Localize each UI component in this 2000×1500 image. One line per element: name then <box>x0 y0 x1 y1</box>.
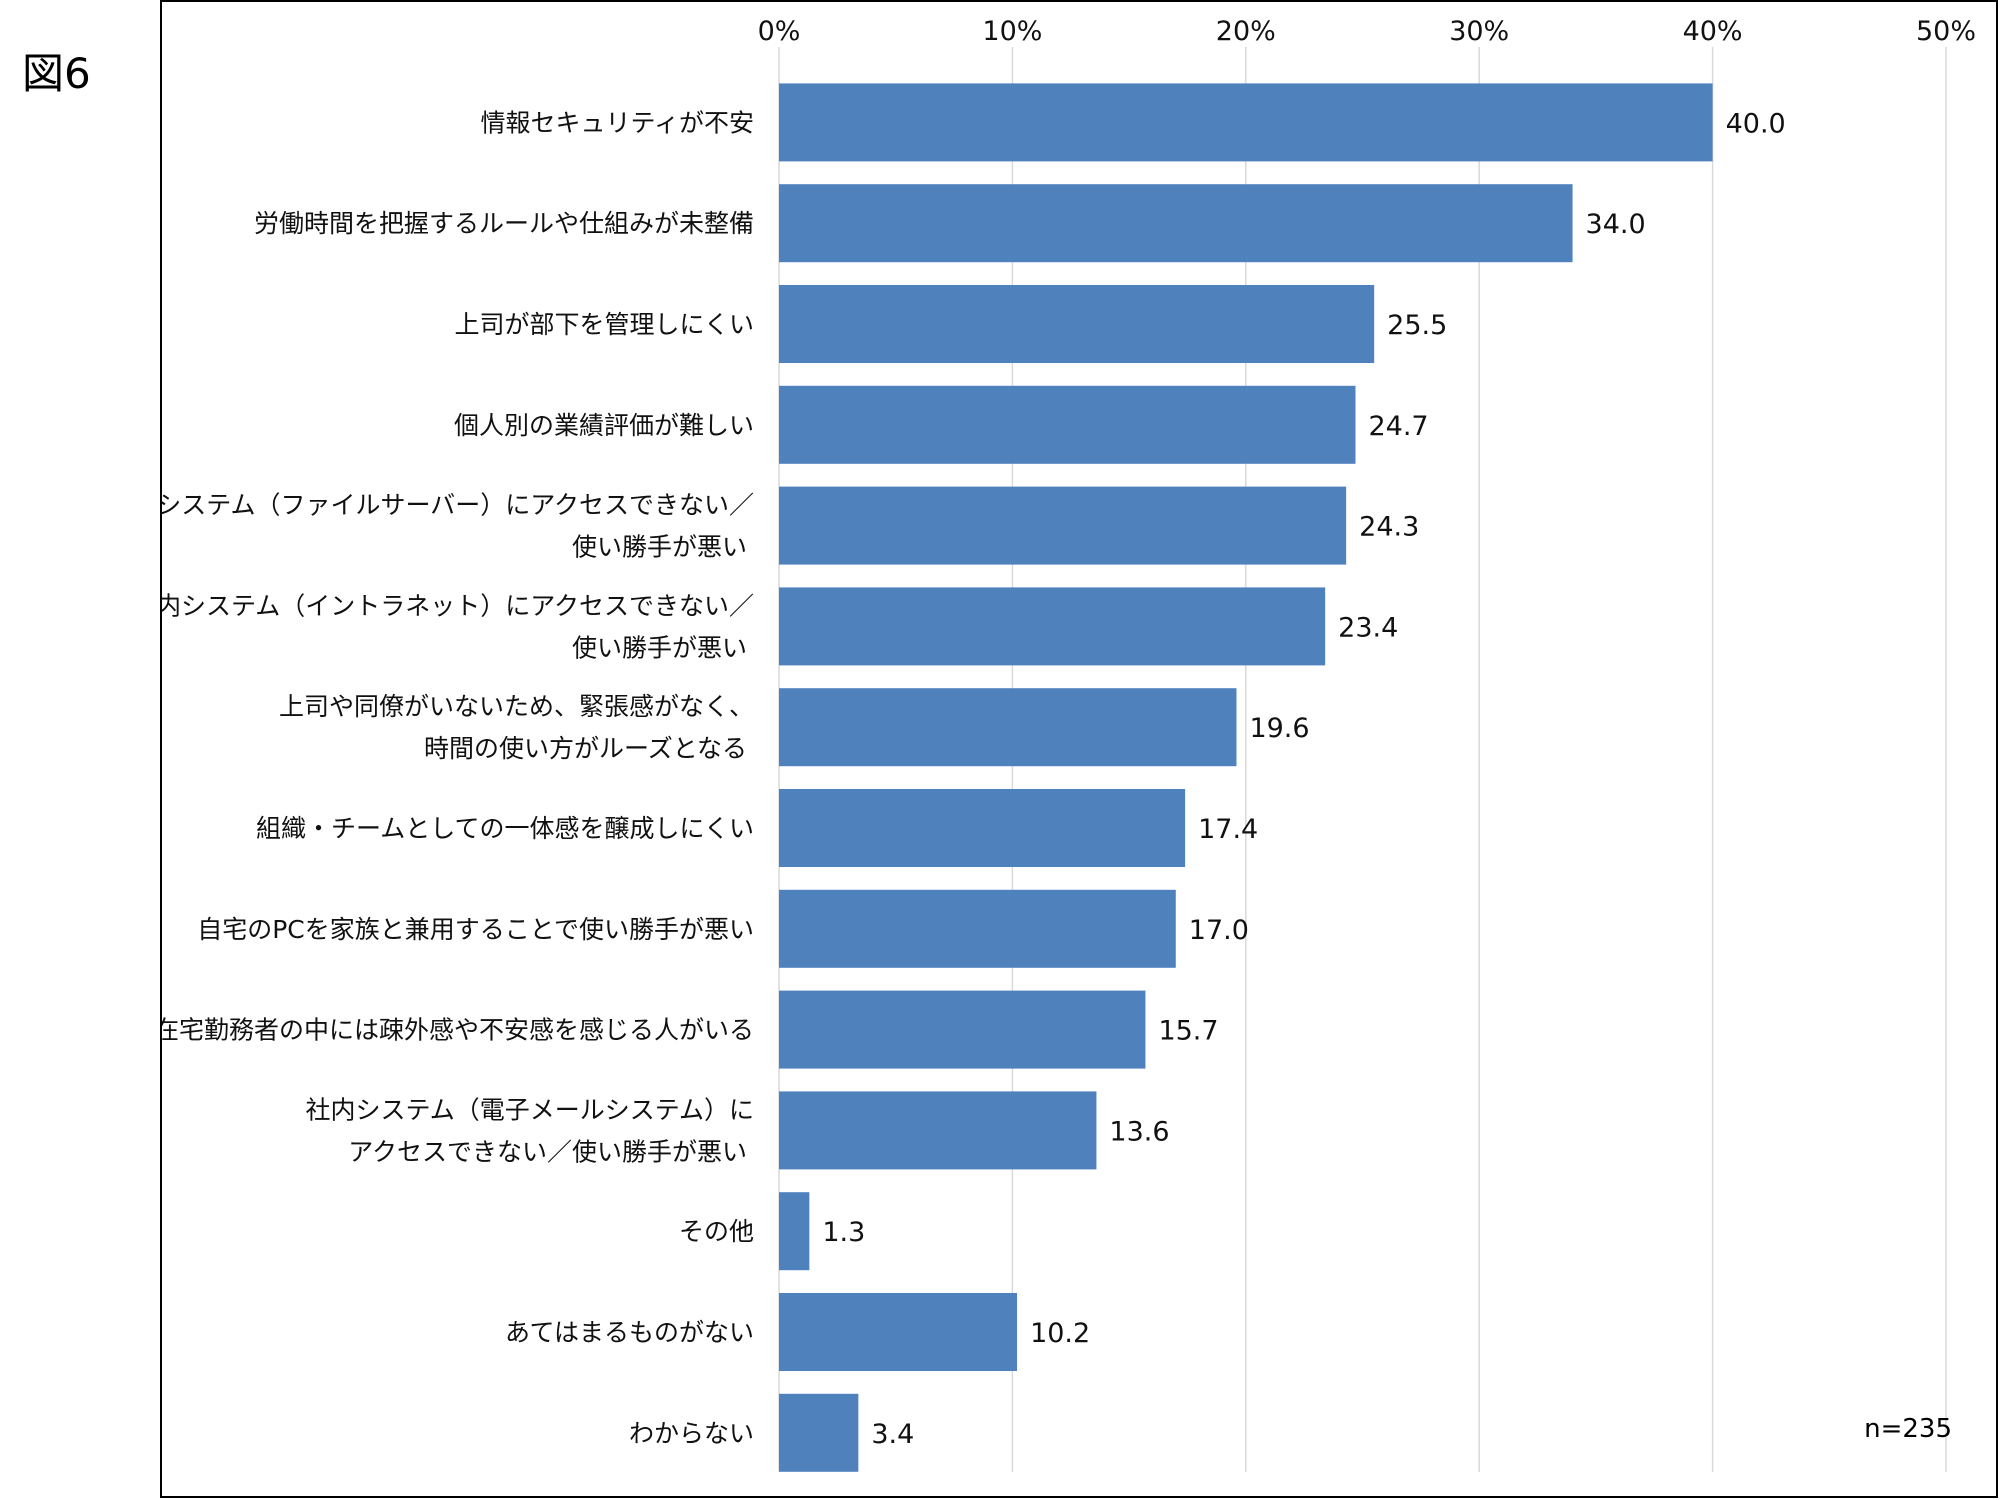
bar <box>779 1091 1097 1170</box>
bar <box>779 789 1186 867</box>
bar <box>779 688 1237 767</box>
bar <box>779 184 1573 263</box>
bar <box>779 83 1713 162</box>
category-label: あてはまるものがない <box>505 1318 754 1347</box>
category-label: 労働時間を把握するルールや仕組みが未整備 <box>254 209 754 238</box>
data-label: 19.6 <box>1249 713 1309 744</box>
data-label: 17.0 <box>1189 915 1249 946</box>
category-label: 在宅勤務者の中には疎外感や不安感を感じる人がいる <box>162 1016 754 1045</box>
data-label: 3.4 <box>871 1419 914 1450</box>
data-label: 13.6 <box>1109 1116 1169 1147</box>
category-label: 個人別の業績評価が難しい <box>454 411 754 440</box>
category-label: 社内システム（ファイルサーバー）にアクセスできない／ <box>162 491 754 520</box>
category-label: 社内システム（イントラネット）にアクセスできない／ <box>162 591 754 620</box>
bar <box>779 1393 859 1472</box>
category-label: 組織・チームとしての一体感を醸成しにくい <box>256 814 754 843</box>
bar <box>779 285 1375 363</box>
data-label: 1.3 <box>822 1217 865 1248</box>
data-label: 15.7 <box>1158 1016 1218 1047</box>
category-label: その他 <box>679 1217 754 1246</box>
category-label: 使い勝手が悪い <box>572 533 747 562</box>
category-label: 上司や同僚がいないため、緊張感がなく、 <box>279 692 754 721</box>
category-label: 使い勝手が悪い <box>572 633 747 662</box>
data-label: 40.0 <box>1726 108 1786 139</box>
x-tick-label: 10% <box>982 16 1042 47</box>
bar <box>779 385 1356 464</box>
bar <box>779 990 1146 1069</box>
bar <box>779 1293 1018 1371</box>
data-label: 10.2 <box>1030 1318 1090 1349</box>
bar <box>779 587 1326 666</box>
bar <box>779 1192 810 1271</box>
x-tick-label: 40% <box>1683 16 1743 47</box>
data-label: 24.7 <box>1368 411 1428 442</box>
x-tick-label: 30% <box>1449 16 1509 47</box>
x-tick-label: 20% <box>1216 16 1276 47</box>
category-label: アクセスできない／使い勝手が悪い <box>348 1137 747 1166</box>
x-tick-label: 0% <box>758 16 801 47</box>
bar-chart: 0% 10% 20% 30% 40% 50% 40.0 情報セキュリティが不安 34.0 労働時間… <box>162 16 1976 1472</box>
data-label: 34.0 <box>1586 209 1646 240</box>
category-label: わからない <box>629 1419 754 1448</box>
sample-size-note: n=235 <box>1864 1414 1952 1444</box>
data-label: 25.5 <box>1387 310 1447 341</box>
category-label: 時間の使い方がルーズとなる <box>424 734 747 763</box>
chart-frame: 0% 10% 20% 30% 40% 50% 40.0 情報セキュリティが不安 34.0 労働時間… <box>160 0 1998 1498</box>
data-label: 17.4 <box>1198 814 1258 845</box>
category-label: 社内システム（電子メールシステム）に <box>305 1095 754 1124</box>
data-label: 23.4 <box>1338 612 1398 643</box>
x-tick-label: 50% <box>1916 16 1976 47</box>
category-label: 自宅のPCを家族と兼用することで使い勝手が悪い <box>197 915 754 944</box>
bar <box>779 889 1176 968</box>
category-label: 上司が部下を管理しにくい <box>454 310 754 339</box>
figure-label: 図6 <box>22 49 91 98</box>
bar <box>779 486 1347 565</box>
category-label: 情報セキュリティが不安 <box>480 108 754 137</box>
data-label: 24.3 <box>1359 512 1419 543</box>
